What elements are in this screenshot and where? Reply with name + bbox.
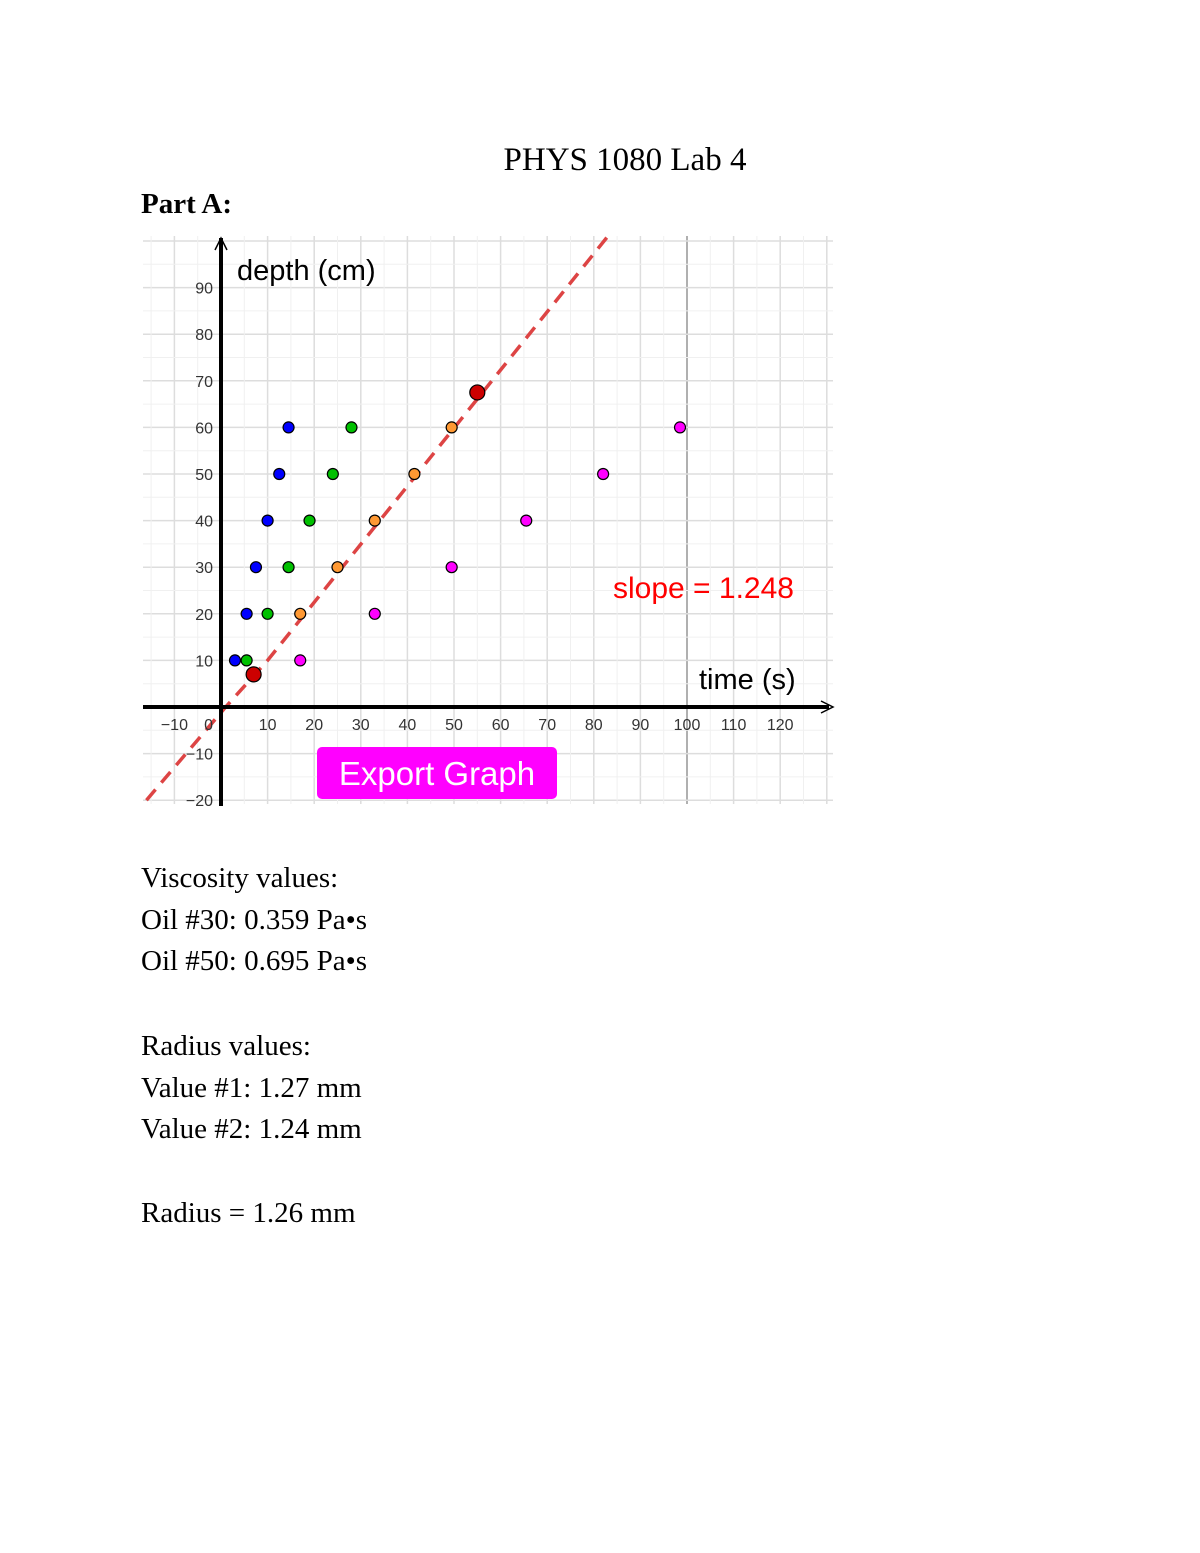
data-point [303, 514, 316, 527]
x-tick-label: −10 [161, 717, 188, 734]
y-tick-label: 20 [195, 607, 213, 624]
x-tick-label: 70 [538, 717, 556, 734]
x-tick-label: 60 [492, 717, 510, 734]
data-point [228, 654, 242, 667]
y-tick-label: 40 [195, 514, 213, 531]
slope-annotation: slope = 1.248 [613, 572, 794, 605]
y-tick-label: 90 [195, 281, 213, 298]
x-tick-label: 50 [445, 717, 463, 734]
radius-value-1: Value #1: 1.27 mm [141, 1071, 362, 1104]
y-axis-arrow [214, 236, 228, 251]
data-point [368, 514, 381, 527]
data-points [228, 384, 687, 683]
data-point [294, 654, 307, 667]
origin-label: 0 [204, 717, 213, 734]
radius-value-2: Value #2: 1.24 mm [141, 1113, 362, 1145]
chart-svg: −10 10 20 30 40 50 60 70 80 90 100 110 1209080706050… [143, 235, 835, 806]
data-point [294, 607, 307, 620]
data-point [249, 561, 263, 574]
x-axis-label: time (s) [699, 664, 796, 696]
tick-labels: −10 10 20 30 40 50 60 70 80 90 100 110 1209080706050… [161, 281, 794, 806]
y-tick-label: 30 [195, 560, 213, 577]
data-point [261, 514, 274, 527]
x-tick-label: 10 [259, 717, 277, 734]
viscosity-heading: Viscosity values: [141, 862, 339, 894]
x-tick-label: 110 [721, 717, 747, 734]
x-tick-label: 40 [399, 717, 417, 734]
data-point [282, 561, 295, 574]
y-tick-label: 10 [195, 653, 213, 670]
y-axis-label: depth (cm) [237, 255, 376, 287]
x-tick-label: 80 [585, 717, 603, 734]
export-graph-button-bg[interactable] [317, 747, 557, 799]
viscosity-oil-50: Oil #50: 0.695 Pa•s [141, 945, 368, 977]
data-point [673, 421, 687, 434]
export-graph-button[interactable]: Export Graph [317, 747, 557, 799]
y-tick-label: 50 [195, 467, 213, 484]
data-point [368, 607, 381, 620]
viscosity-oil-30: Oil #30: 0.359 Pa•s [141, 903, 368, 936]
viscosity-section: Viscosity values: Oil #30: 0.359 Pa•s Oi… [141, 858, 367, 983]
data-point [240, 607, 253, 620]
data-point [520, 514, 533, 527]
radius-result: Radius = 1.26 mm [141, 1197, 356, 1229]
data-point [445, 561, 458, 574]
export-graph-button-label[interactable]: Export Graph [339, 755, 535, 792]
x-axis-arrow [820, 700, 835, 714]
data-point [469, 384, 486, 401]
y-tick-label: 60 [195, 420, 213, 437]
depth-time-chart: −10 10 20 30 40 50 60 70 80 90 100 110 120 90 80 70 60 50… [143, 230, 837, 806]
data-point [331, 561, 344, 574]
data-point [445, 421, 458, 434]
x-tick-label: 90 [632, 717, 650, 734]
data-point [245, 666, 262, 683]
data-point [261, 607, 274, 620]
y-tick-label: 70 [195, 374, 213, 391]
document-title: PHYS 1080 Lab 4 [503, 142, 747, 178]
data-point [326, 467, 339, 481]
data-point [282, 421, 295, 434]
x-tick-label: 120 [767, 717, 794, 734]
data-point [408, 467, 421, 481]
data-point [345, 421, 358, 434]
data-point [240, 654, 253, 667]
data-point [273, 467, 286, 481]
x-tick-label: 100 [674, 717, 701, 734]
y-tick-label: −20 [186, 793, 213, 806]
x-tick-label: 20 [305, 717, 323, 734]
axes [143, 236, 835, 806]
x-tick-label: 30 [352, 717, 370, 734]
y-tick-label: −10 [186, 747, 213, 764]
data-point [597, 467, 610, 481]
section-heading: Part A: [141, 188, 232, 220]
y-tick-label: 80 [195, 327, 213, 344]
radius-heading: Radius values: [141, 1030, 311, 1062]
radius-section: Radius values: Value #1: 1.27 mm Value #… [141, 1026, 362, 1151]
